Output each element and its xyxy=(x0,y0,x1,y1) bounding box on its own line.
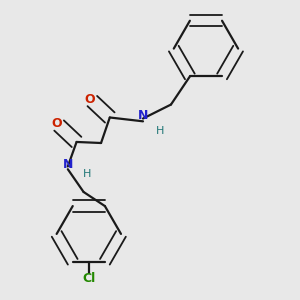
Text: N: N xyxy=(138,109,148,122)
Text: O: O xyxy=(84,93,95,106)
Text: H: H xyxy=(156,127,165,136)
Text: Cl: Cl xyxy=(82,272,95,285)
Text: O: O xyxy=(51,117,62,130)
Text: H: H xyxy=(83,169,91,179)
Text: N: N xyxy=(63,158,73,171)
